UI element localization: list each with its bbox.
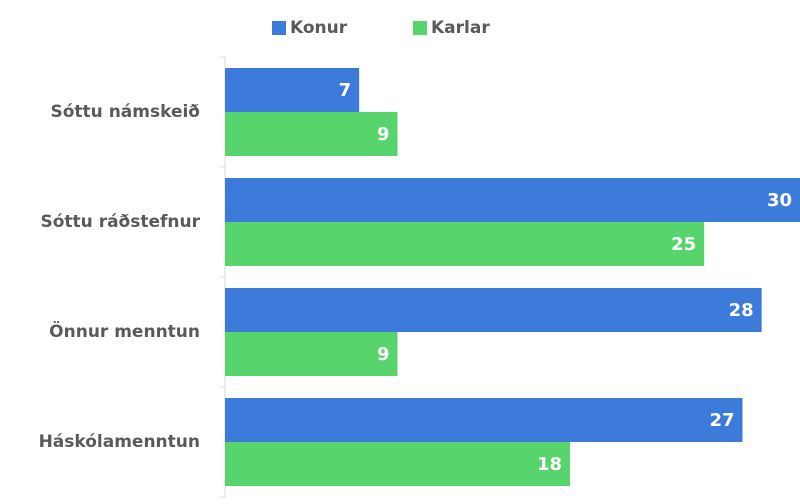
category-label: Önnur menntun xyxy=(49,320,200,342)
data-label: 28 xyxy=(729,300,754,321)
bar xyxy=(225,398,743,442)
category-label: Sóttu námskeið xyxy=(51,102,201,122)
bar xyxy=(225,68,360,112)
legend-label: Konur xyxy=(290,18,348,38)
legend-swatch xyxy=(413,21,427,35)
data-label: 9 xyxy=(377,344,390,365)
category-label: Háskólamenntun xyxy=(39,432,200,452)
legend-swatch xyxy=(272,21,286,35)
bar xyxy=(225,288,762,332)
data-label: 7 xyxy=(339,80,352,101)
bar xyxy=(225,222,705,266)
bar xyxy=(225,178,800,222)
data-label: 9 xyxy=(377,124,390,145)
data-label: 25 xyxy=(671,234,696,255)
bar xyxy=(225,442,570,486)
bar xyxy=(225,112,398,156)
legend-label: Karlar xyxy=(431,18,490,38)
data-label: 30 xyxy=(767,190,792,211)
category-label: Sóttu ráðstefnur xyxy=(41,212,201,232)
data-label: 27 xyxy=(709,410,734,431)
data-label: 18 xyxy=(537,454,562,475)
bar xyxy=(225,332,398,376)
